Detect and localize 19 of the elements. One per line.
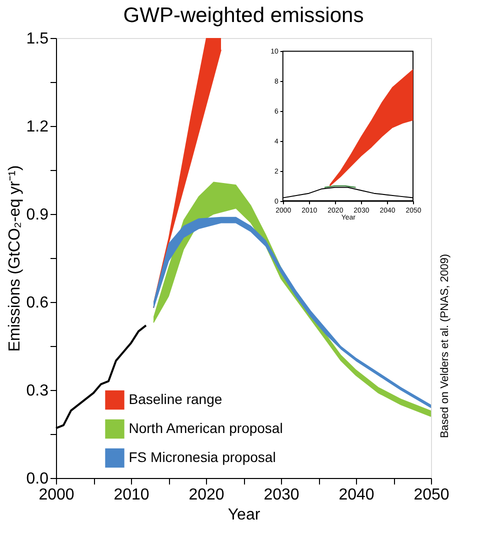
y-tick-label: 0.0 [26,470,49,488]
x-tick-label: 2040 [338,486,374,504]
x-tick-label: 2000 [38,486,74,504]
y-tick-label: 1.2 [26,118,49,136]
x-tick-label: 2050 [414,486,450,504]
chart-title: GWP-weighted emissions [123,4,364,27]
x-tick-label: 2020 [188,486,224,504]
text: Based on Velders et al. (PNAS, 2009) [439,254,451,438]
y-tick-label: 0.6 [26,294,49,312]
x-tick-label: 2010 [114,486,150,504]
legend-label: Baseline range [128,391,222,407]
legend-label: FS Micronesia proposal [128,449,276,465]
y-tick-label: 0.3 [26,382,49,400]
y-axis-title: Emissions (GtCO₂-eq yr⁻¹) [6,165,24,352]
y-tick-label: 0.9 [26,206,49,224]
legend-label: North American proposal [128,420,283,436]
x-tick-label: 2030 [264,486,300,504]
x-axis-title: Year [228,506,261,524]
y-tick-label: 1.5 [26,30,49,48]
